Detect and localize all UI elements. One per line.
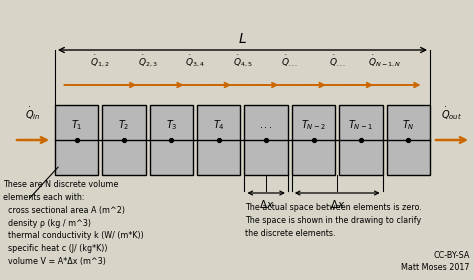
Text: $\dot{Q}_{1,2}$: $\dot{Q}_{1,2}$: [91, 54, 110, 69]
Bar: [55, 105, 99, 175]
Text: $\dot{Q}_{in}$: $\dot{Q}_{in}$: [25, 105, 41, 122]
Text: $T_4$: $T_4$: [213, 118, 225, 132]
Text: $\Delta x$: $\Delta x$: [258, 198, 274, 210]
Text: $\Delta x$: $\Delta x$: [329, 198, 345, 210]
Bar: [102, 105, 146, 175]
Text: $T_{N-2}$: $T_{N-2}$: [301, 118, 326, 132]
Text: These are N discrete volume
elements each with:
  cross sectional area A (m^2)
 : These are N discrete volume elements eac…: [3, 180, 144, 266]
Text: $\dot{Q}_{...}$: $\dot{Q}_{...}$: [282, 53, 298, 69]
Text: $\dot{Q}_{2,3}$: $\dot{Q}_{2,3}$: [138, 54, 158, 69]
Bar: [245, 105, 288, 175]
Text: $\dot{Q}_{4,5}$: $\dot{Q}_{4,5}$: [233, 54, 253, 69]
Bar: [339, 105, 383, 175]
Text: $\dot{Q}_{N-1,N}$: $\dot{Q}_{N-1,N}$: [368, 54, 401, 69]
Text: $T_3$: $T_3$: [165, 118, 177, 132]
Text: CC-BY-SA
Matt Moses 2017: CC-BY-SA Matt Moses 2017: [401, 251, 470, 272]
Text: $T_{N-1}$: $T_{N-1}$: [348, 118, 374, 132]
Text: $T_N$: $T_N$: [402, 118, 415, 132]
Text: $L$: $L$: [238, 32, 247, 46]
Text: $...$: $...$: [259, 120, 273, 130]
Bar: [292, 105, 335, 175]
Text: $\dot{Q}_{out}$: $\dot{Q}_{out}$: [441, 105, 463, 122]
Text: $T_1$: $T_1$: [71, 118, 82, 132]
Bar: [150, 105, 193, 175]
Bar: [387, 105, 430, 175]
Text: The actual space between elements is zero.
The space is shown in the drawing to : The actual space between elements is zer…: [245, 203, 422, 238]
Bar: [197, 105, 240, 175]
Text: $\dot{Q}_{...}$: $\dot{Q}_{...}$: [329, 53, 346, 69]
Text: $\dot{Q}_{3,4}$: $\dot{Q}_{3,4}$: [185, 54, 205, 69]
Text: $T_2$: $T_2$: [118, 118, 130, 132]
